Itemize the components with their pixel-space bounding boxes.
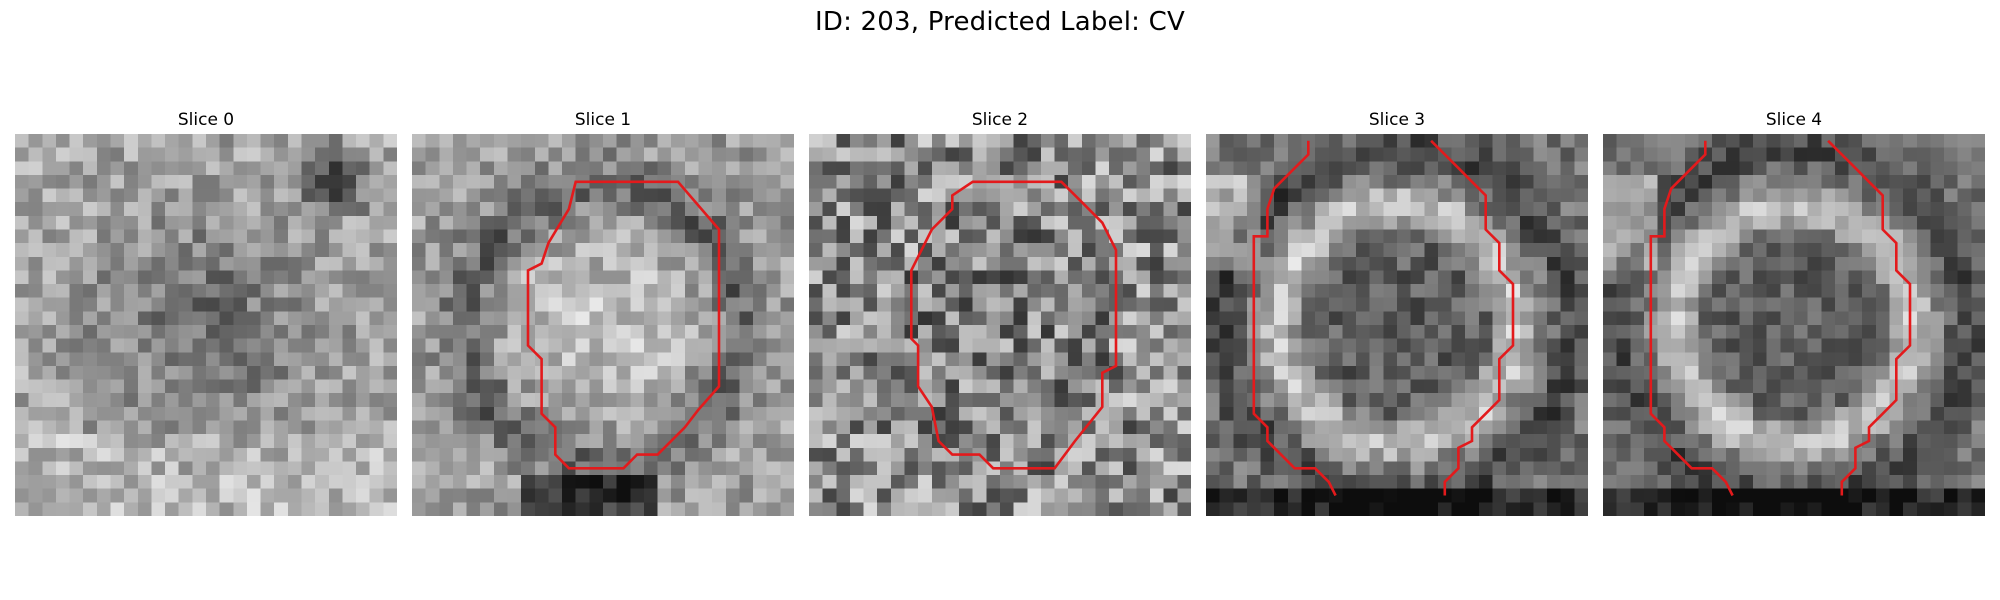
contour-overlay-1 [526, 180, 721, 470]
slice-image-4 [1603, 134, 1985, 516]
contour-overlay-2 [910, 180, 1118, 470]
slice-title-4: Slice 4 [1765, 110, 1823, 130]
slice-pixels-1 [412, 134, 794, 516]
slice-pixels-3 [1206, 134, 1588, 516]
slice-image-0 [15, 134, 397, 516]
slice-title-3: Slice 3 [1368, 110, 1426, 130]
slice-title-0: Slice 0 [177, 110, 235, 130]
slice-panel-4: Slice 4 [1603, 108, 1985, 528]
slice-panel-0: Slice 0 [15, 108, 397, 528]
slice-panel-1: Slice 1 [412, 108, 794, 528]
slice-title-1: Slice 1 [574, 110, 632, 130]
contour-overlay-4-1 [1827, 139, 1912, 496]
contour-overlay-3-0 [1252, 140, 1337, 497]
slice-pixels-2 [809, 134, 1191, 516]
figure-title: ID: 203, Predicted Label: CV [815, 7, 1185, 37]
slice-panel-3: Slice 3 [1206, 108, 1588, 528]
slice-image-2 [809, 134, 1191, 516]
slice-pixels-0 [15, 134, 397, 516]
slice-pixels-4 [1603, 134, 1985, 516]
contour-overlay-4-0 [1649, 140, 1734, 497]
slice-image-1 [412, 134, 794, 516]
slice-panel-2: Slice 2 [809, 108, 1191, 528]
slice-image-3 [1206, 134, 1588, 516]
contour-overlay-3-1 [1430, 139, 1515, 496]
slice-title-2: Slice 2 [971, 110, 1029, 130]
